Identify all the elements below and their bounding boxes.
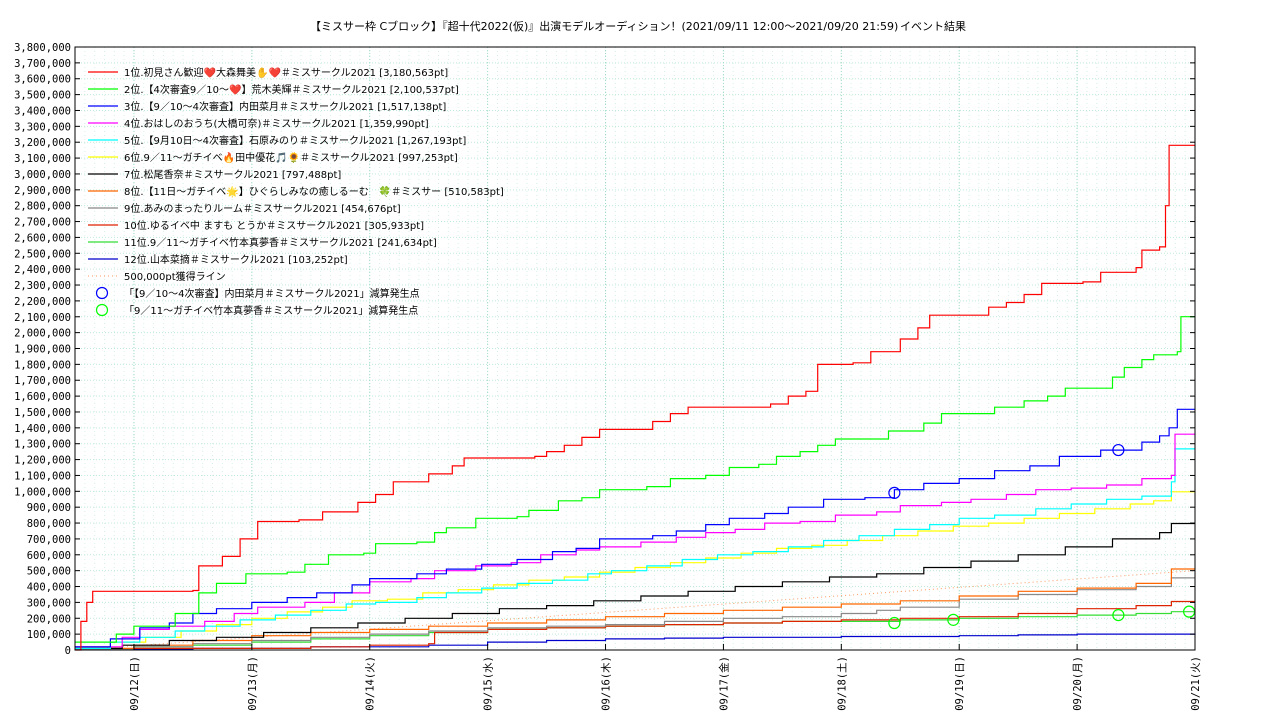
series-line-12 bbox=[75, 633, 1196, 650]
y-tick-label: 1,700,000 bbox=[14, 375, 71, 387]
legend-label: 500,000pt獲得ライン bbox=[124, 270, 226, 283]
y-tick-label: 3,200,000 bbox=[14, 137, 71, 149]
x-tick-label: 09/20(月) bbox=[1072, 656, 1084, 711]
y-tick-label: 100,000 bbox=[27, 629, 71, 641]
legend-label: 1位.初見さん歓迎❤️大森舞美✋❤️＃ミスサークル2021 [3,180,563… bbox=[124, 66, 448, 79]
y-tick-label: 200,000 bbox=[27, 613, 71, 625]
y-axis: 0 100,000 200,000 300,000 400,000 500,000 600,… bbox=[14, 42, 1195, 657]
y-tick-label: 1,300,000 bbox=[14, 439, 71, 451]
y-tick-label: 1,200,000 bbox=[14, 455, 71, 467]
y-tick-label: 1,600,000 bbox=[14, 391, 71, 403]
y-tick-label: 900,000 bbox=[27, 502, 71, 514]
y-tick-label: 400,000 bbox=[27, 582, 71, 594]
legend-label: 11位.9／11〜ガチイベ竹本真夢香＃ミスサークル2021 [241,634pt… bbox=[124, 236, 437, 249]
legend-label: 7位.松尾香奈＃ミスサークル2021 [797,488pt] bbox=[124, 168, 341, 181]
legend-label: 3位.【9／10〜4次審査】内田菜月＃ミスサークル2021 [1,517,138… bbox=[124, 100, 446, 113]
chart-subtitle: イベント結果 bbox=[900, 19, 966, 33]
series-line-2 bbox=[75, 316, 1195, 643]
series-lines bbox=[75, 144, 1196, 651]
y-tick-label: 800,000 bbox=[27, 518, 71, 530]
series-line-3 bbox=[75, 408, 1195, 648]
y-tick-label: 3,600,000 bbox=[14, 74, 71, 86]
marker-point-2 bbox=[947, 613, 960, 626]
y-tick-label: 1,100,000 bbox=[14, 470, 71, 482]
legend-label: 4位.おはしのおうち(大橋可奈)＃ミスサークル2021 [1,359,990pt… bbox=[124, 117, 429, 130]
legend-label: 5位.【9月10日〜4次審査】石原みのり＃ミスサークル2021 [1,267,1… bbox=[124, 134, 466, 147]
y-tick-label: 2,800,000 bbox=[14, 201, 71, 213]
y-tick-label: 3,700,000 bbox=[14, 58, 71, 70]
y-tick-label: 2,000,000 bbox=[14, 328, 71, 340]
x-tick-label: 09/18(土) bbox=[835, 656, 848, 711]
y-tick-label: 1,500,000 bbox=[14, 407, 71, 419]
series-line-10 bbox=[75, 600, 1195, 650]
legend-label: 9位.あみのまったりルーム＃ミスサークル2021 [454,676pt] bbox=[124, 202, 401, 215]
x-tick-label: 09/19(日) bbox=[954, 656, 966, 711]
gridlines bbox=[74, 46, 1196, 651]
y-tick-label: 3,400,000 bbox=[14, 105, 71, 117]
y-tick-label: 2,100,000 bbox=[14, 312, 71, 324]
x-tick-label: 09/21(火) bbox=[1190, 656, 1202, 711]
y-tick-label: 3,500,000 bbox=[14, 90, 71, 102]
x-tick-label: 09/13(月) bbox=[247, 656, 259, 711]
reference-line-layer bbox=[74, 570, 1196, 651]
y-tick-label: 3,300,000 bbox=[14, 121, 71, 133]
y-tick-label: 1,800,000 bbox=[14, 359, 71, 371]
y-tick-label: 2,900,000 bbox=[14, 185, 71, 197]
y-tick-label: 1,400,000 bbox=[14, 423, 71, 435]
legend: 1位.初見さん歓迎❤️大森舞美✋❤️＃ミスサークル2021 [3,180,563… bbox=[88, 66, 504, 317]
y-tick-label: 1,000,000 bbox=[14, 486, 71, 498]
series-line-4 bbox=[75, 433, 1195, 648]
x-tick-label: 09/17(金) bbox=[717, 656, 730, 711]
x-tick-label: 09/16(木) bbox=[601, 656, 613, 711]
x-axis: 09/12(日) 09/13(月) 09/14(火) 09/15(水) 09/16(木)… bbox=[129, 644, 1202, 711]
x-tick-label: 09/15(水) bbox=[483, 656, 495, 711]
series-line-7 bbox=[75, 522, 1195, 650]
y-tick-label: 2,600,000 bbox=[14, 232, 71, 244]
y-tick-label: 700,000 bbox=[27, 534, 71, 546]
x-tick-label: 09/12(日) bbox=[129, 656, 141, 711]
series-line-6 bbox=[75, 491, 1195, 648]
legend-label: 8位.【11日〜ガチイベ🌟】ひぐらしみなの癒しるーむ 🍀＃ミスサー [510,5… bbox=[124, 185, 504, 198]
y-tick-label: 2,300,000 bbox=[14, 280, 71, 292]
y-tick-label: 1,900,000 bbox=[14, 344, 71, 356]
legend-label: 「【9／10〜4次審査】内田菜月＃ミスサークル2021」減算発生点 bbox=[124, 287, 420, 300]
y-tick-label: 3,100,000 bbox=[14, 153, 71, 165]
y-tick-label: 600,000 bbox=[27, 550, 71, 562]
reference-line bbox=[74, 570, 1196, 651]
series-line-9 bbox=[75, 577, 1195, 650]
legend-marker bbox=[95, 303, 109, 317]
marker-point-1 bbox=[1112, 443, 1125, 457]
y-tick-label: 3,800,000 bbox=[14, 42, 71, 54]
x-tick-label: 09/14(火) bbox=[365, 656, 377, 711]
y-tick-label: 3,000,000 bbox=[14, 169, 71, 181]
y-tick-label: 0 bbox=[65, 645, 71, 657]
y-tick-label: 2,500,000 bbox=[14, 248, 71, 260]
series-line-5 bbox=[75, 448, 1195, 650]
legend-label: 10位.ゆるイベ中 ますも とうか＃ミスサークル2021 [305,933pt] bbox=[124, 219, 424, 232]
series-line-1 bbox=[75, 144, 1195, 651]
chart-title: 【ミスサー枠 Cブロック】『超十代2022(仮)』出演モデルオーディション！(2… bbox=[310, 19, 898, 33]
y-tick-label: 2,200,000 bbox=[14, 296, 71, 308]
series-line-8 bbox=[75, 568, 1195, 650]
y-tick-label: 500,000 bbox=[27, 566, 71, 578]
y-tick-label: 2,400,000 bbox=[14, 264, 71, 276]
legend-label: 「9／11〜ガチイベ竹本真夢香＃ミスサークル2021」減算発生点 bbox=[124, 304, 418, 317]
legend-label: 2位.【4次審査9／10〜❤️】荒木美輝＃ミスサークル2021 [2,100,5… bbox=[124, 83, 459, 96]
legend-marker bbox=[95, 286, 109, 300]
legend-label: 6位.9／11〜ガチイベ🔥田中優花🎵🌻＃ミスサークル2021 [997,253p… bbox=[124, 151, 458, 164]
y-tick-label: 300,000 bbox=[27, 597, 71, 609]
marker-point-2 bbox=[888, 616, 901, 630]
y-tick-label: 2,700,000 bbox=[14, 217, 71, 229]
marker-point-1 bbox=[888, 486, 901, 500]
legend-label: 12位.山本菜摘＃ミスサークル2021 [103,252pt] bbox=[124, 253, 348, 266]
marker-point-2 bbox=[1112, 608, 1125, 622]
